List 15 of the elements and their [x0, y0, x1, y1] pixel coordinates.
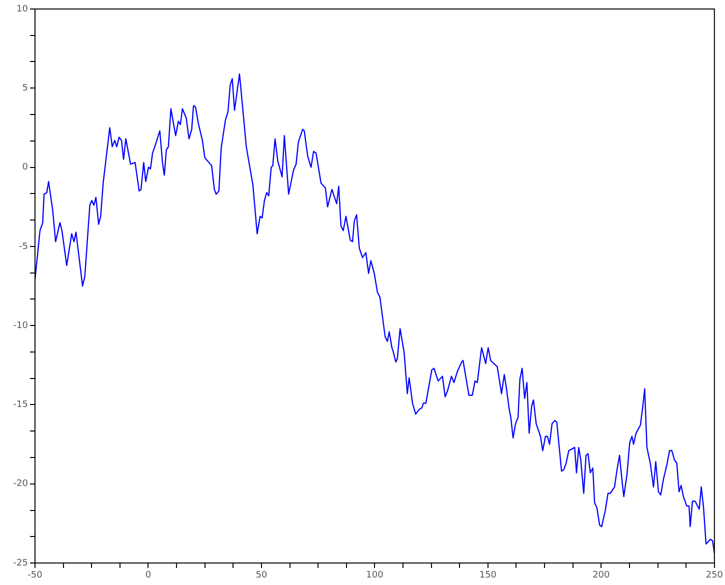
y-tick-label: -20 [13, 479, 28, 490]
y-tick-label: 5 [22, 83, 28, 94]
y-tick-label: 10 [16, 4, 28, 14]
x-tick-label: -50 [28, 570, 43, 581]
y-tick-label: 0 [22, 162, 28, 173]
y-tick-label: -15 [13, 400, 28, 410]
y-tick-label: -5 [19, 242, 28, 252]
y-tick-label: -25 [13, 558, 28, 568]
x-tick-label: 150 [479, 570, 497, 581]
x-tick-label: 250 [706, 570, 724, 581]
x-tick-label: 50 [256, 570, 268, 581]
x-tick-label: 0 [145, 570, 152, 581]
x-tick-label: 200 [592, 570, 610, 581]
y-tick-label: -10 [13, 320, 28, 331]
x-tick-label: 100 [366, 570, 384, 581]
